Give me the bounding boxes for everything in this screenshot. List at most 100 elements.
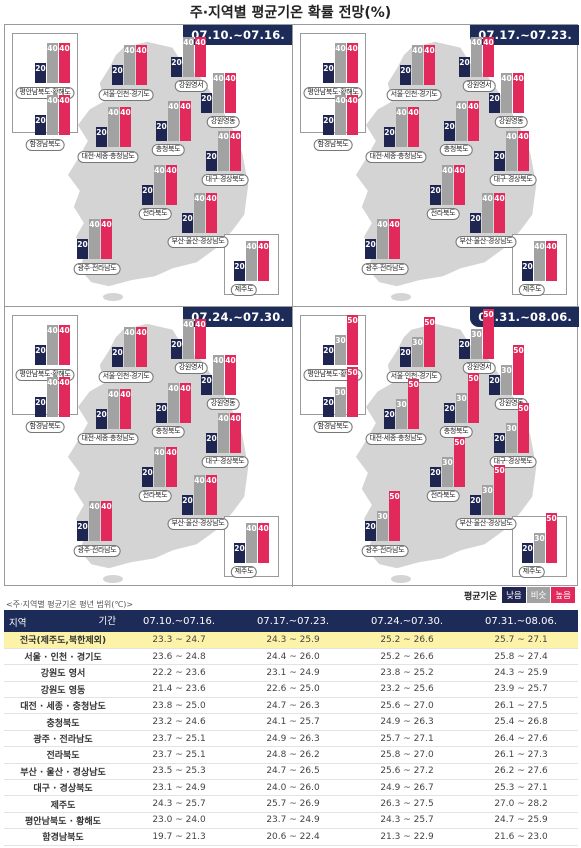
region-bar-group: 20 40 40 (323, 85, 359, 135)
bar-low: 20 (35, 397, 46, 417)
bar-value-label: 40 (47, 378, 58, 387)
bar-value-label: 20 (384, 410, 395, 419)
range-cell: 24.3 ~ 25.7 (122, 795, 236, 813)
table-row: 강원도 영동 21.4 ~ 23.6 22.6 ~ 25.0 23.2 ~ 25.6 2… (4, 681, 578, 699)
bar-value-label: 20 (522, 262, 533, 271)
region-label: 강원영동 (206, 116, 240, 128)
table-row: 충청북도 23.2 ~ 24.6 24.1 ~ 25.7 24.9 ~ 26.3 25.… (4, 713, 578, 731)
bar-norm: 40 (501, 73, 512, 113)
bar-value-label: 20 (112, 66, 123, 75)
bar-low: 20 (459, 57, 470, 77)
range-cell: 19.7 ~ 21.3 (122, 828, 236, 846)
bar-high: 40 (101, 219, 112, 259)
region-cell: 부산 · 울산 · 경상남도 (4, 763, 122, 781)
range-cell: 27.0 ~ 28.2 (464, 795, 578, 813)
bar-value-label: 20 (444, 122, 455, 131)
bar-norm: 40 (47, 43, 58, 83)
bar-norm: 30 (396, 399, 407, 429)
bar-low: 20 (156, 403, 167, 423)
bar-value-label: 20 (234, 544, 245, 553)
bar-norm: 40 (194, 193, 205, 233)
bar-value-label: 40 (412, 46, 423, 55)
region-label: 제주도 (518, 566, 546, 578)
bar-low: 20 (171, 57, 182, 77)
region-bar-group: 20 40 40 (171, 309, 207, 359)
range-cell: 21.6 ~ 23.0 (464, 828, 578, 846)
range-cell: 25.6 ~ 27.2 (350, 763, 464, 781)
period-badge: 07.31.~08.06. (470, 307, 579, 327)
bar-value-label: 30 (501, 366, 512, 375)
bar-value-label: 40 (206, 476, 217, 485)
range-cell: 25.8 ~ 27.0 (350, 746, 464, 764)
bar-value-label: 20 (35, 398, 46, 407)
bar-value-label: 40 (120, 390, 131, 399)
bar-high: 40 (258, 241, 269, 281)
bar-value-label: 40 (258, 242, 269, 251)
bar-value-label: 20 (365, 522, 376, 531)
bar-value-label: 40 (195, 320, 206, 329)
bar-low: 20 (96, 409, 107, 429)
region-cell: 광주 · 전라남도 (4, 730, 122, 748)
bar-high: 40 (225, 73, 236, 113)
table-row: 강원도 영서 22.2 ~ 23.6 23.1 ~ 24.9 23.8 ~ 25.2 2… (4, 664, 578, 682)
range-cell: 26.1 ~ 27.3 (464, 746, 578, 764)
region-bar-group: 20 40 40 (201, 63, 237, 113)
region-bar-group: 20 30 50 (470, 465, 506, 515)
table-row: 광주 · 전라남도 23.7 ~ 25.1 24.9 ~ 26.3 25.7 ~ 27… (4, 730, 578, 748)
region-label: 부산·울산·경상남도 (167, 236, 229, 248)
bar-norm: 40 (47, 377, 58, 417)
bar-norm: 40 (396, 107, 407, 147)
bar-norm: 40 (183, 37, 194, 77)
region-label: 평안남북도·황해도 (15, 87, 75, 99)
region-cell: 서울 · 인천 · 경기도 (4, 648, 122, 666)
region-label: 강원영서 (174, 362, 208, 374)
bar-low: 20 (470, 213, 481, 233)
region-label: 평안남북도·황해도 (15, 369, 75, 381)
bar-low: 20 (470, 495, 481, 515)
range-cell: 24.7 ~ 26.3 (236, 697, 350, 715)
range-cell: 25.7 ~ 27.1 (350, 730, 464, 748)
bar-value-label: 40 (501, 74, 512, 83)
region-bar-group: 20 40 40 (35, 367, 71, 417)
bar-value-label: 20 (459, 340, 470, 349)
region-bar-group: 20 40 40 (430, 155, 466, 205)
bar-value-label: 20 (201, 376, 212, 385)
bar-value-label: 40 (335, 96, 346, 105)
jeju-island-shape (391, 293, 411, 301)
region-label: 대구·경상북도 (489, 456, 537, 468)
region-cell: 충청북도 (4, 713, 122, 731)
bar-value-label: 40 (183, 320, 194, 329)
bar-value-label: 20 (35, 64, 46, 73)
bar-value-label: 40 (442, 166, 453, 175)
region-cell: 함경남북도 (4, 828, 122, 846)
bar-value-label: 50 (483, 310, 494, 319)
bar-low: 20 (77, 521, 88, 541)
bar-low: 20 (459, 339, 470, 359)
bar-value-label: 20 (494, 434, 505, 443)
period-column-header: 07.17.~07.23. (236, 610, 350, 632)
bar-high: 50 (389, 491, 400, 541)
bar-value-label: 40 (124, 46, 135, 55)
region-bar-group: 20 40 40 (156, 373, 192, 423)
bar-norm: 30 (501, 365, 512, 395)
bar-high: 40 (454, 165, 465, 205)
bar-norm: 30 (506, 423, 517, 453)
region-bar-group: 20 30 50 (323, 315, 359, 365)
bar-high: 40 (101, 501, 112, 541)
region-label: 함경남북도 (313, 139, 353, 151)
bar-high: 40 (546, 241, 557, 281)
range-cell: 24.3 ~ 25.9 (464, 664, 578, 682)
region-label: 서울·인천·경기도 (98, 89, 154, 101)
bar-value-label: 20 (430, 186, 441, 195)
bar-value-label: 30 (377, 512, 388, 521)
bar-high: 40 (424, 45, 435, 85)
bar-low: 20 (182, 495, 193, 515)
bar-value-label: 40 (468, 102, 479, 111)
range-cell: 22.6 ~ 25.0 (236, 681, 350, 699)
forecast-panel: 07.10.~07.16. 20 40 40 평안남북도·황해도 20 40 40 함경남북도 2… (5, 25, 292, 306)
range-cell: 23.5 ~ 25.3 (122, 763, 236, 781)
range-cell: 24.9 ~ 26.3 (350, 713, 464, 731)
bar-value-label: 20 (459, 58, 470, 67)
region-bar-group: 20 40 40 (522, 231, 558, 281)
bar-low: 20 (112, 347, 123, 367)
